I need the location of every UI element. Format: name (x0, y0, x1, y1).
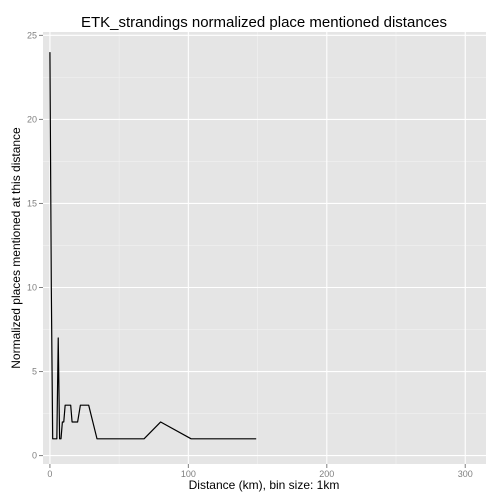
series-line (49, 52, 257, 440)
y-tick-label: 0 (32, 451, 37, 461)
y-tick-label: 10 (27, 283, 37, 293)
x-tick-label: 200 (319, 469, 334, 479)
minor-gridlines (43, 32, 486, 464)
y-axis-label: Normalized places mentioned at this dist… (9, 127, 23, 369)
y-tick-label: 15 (27, 198, 37, 208)
y-tick-label: 5 (32, 367, 37, 377)
x-tick-label: 100 (181, 469, 196, 479)
y-tick-label: 20 (27, 114, 37, 124)
x-axis-ticks: 0 100 200 300 (47, 464, 473, 479)
y-tick-label: 25 (27, 30, 37, 40)
y-axis-ticks: 0 5 10 15 20 25 (27, 30, 43, 461)
plot-panel (43, 32, 486, 464)
x-tick-label: 300 (458, 469, 473, 479)
x-axis-label: Distance (km), bin size: 1km (189, 478, 340, 492)
chart-title: ETK_strandings normalized place mentione… (81, 14, 447, 31)
x-tick-label: 0 (47, 469, 52, 479)
